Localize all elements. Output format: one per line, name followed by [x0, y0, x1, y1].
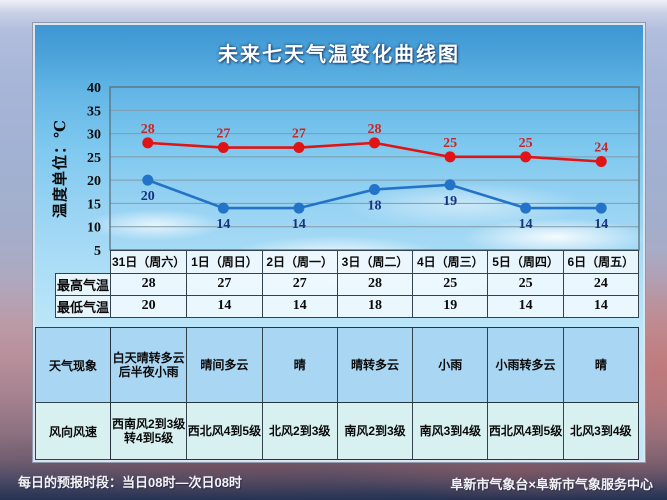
- y-tick-label: 20: [87, 174, 101, 189]
- weather-phenomena-cell: 晴间多云: [186, 328, 262, 402]
- min-temp-line: [147, 178, 602, 210]
- min-temp-cell: 14: [487, 296, 563, 317]
- plot-border: [109, 86, 640, 251]
- max-temp-point: [217, 142, 229, 154]
- point-value-label: 20: [141, 189, 155, 204]
- max-temp-point: [142, 137, 154, 149]
- day-header-cell: 6日（周五）: [562, 251, 638, 273]
- max-temp-cell: 27: [186, 274, 262, 295]
- weather-phenomena-label: 天气现象: [35, 327, 111, 403]
- max-temp-point: [520, 151, 532, 163]
- weather-phenomena-cell: 白天晴转多云 后半夜小雨: [111, 328, 187, 402]
- day-header-cell: 4日（周三）: [412, 251, 488, 273]
- day-header-row: 31日（周六） 1日（周日） 2日（周一） 3日（周二） 4日（周三） 5日（周四） 6日（…: [110, 250, 639, 274]
- day-header-cell: 5日（周四）: [487, 251, 563, 273]
- y-tick-label: 40: [87, 81, 101, 96]
- min-temp-cell: 19: [412, 296, 488, 317]
- point-value-label: 18: [368, 198, 382, 213]
- y-tick-label: 5: [94, 244, 101, 259]
- weather-phenomena-cell: 小雨转多云: [487, 328, 563, 402]
- min-temp-point: [217, 202, 229, 214]
- y-tick-label: 35: [87, 104, 101, 119]
- min-temp-cell: 14: [562, 296, 638, 317]
- point-value-label: 14: [292, 217, 306, 232]
- day-header-cell: 31日（周六）: [111, 251, 187, 273]
- day-header-cell: 3日（周二）: [336, 251, 413, 273]
- wind-cell: 北风3到4级: [562, 403, 638, 459]
- min-temp-point: [293, 202, 305, 214]
- forecast-period-note: 每日的预报时段：当日08时—次日08时: [18, 475, 242, 490]
- max-temp-cell: 24: [562, 274, 638, 295]
- point-value-label: 28: [141, 122, 155, 137]
- point-value-label: 14: [519, 217, 533, 232]
- weather-phenomena-cell: 晴转多云: [336, 328, 413, 402]
- max-temp-line: [147, 141, 602, 163]
- day-header-cell: 1日（周日）: [186, 251, 262, 273]
- day-header-cell: 2日（周一）: [261, 251, 337, 273]
- weather-phenomena-row: 白天晴转多云 后半夜小雨 晴间多云晴晴转多云 小雨 小雨转多云晴: [110, 327, 639, 403]
- point-value-label: 14: [216, 217, 230, 232]
- point-value-label: 14: [594, 217, 608, 232]
- max-temp-cell: 28: [336, 274, 413, 295]
- max-temp-point: [293, 142, 305, 154]
- wind-cell: 南风2到3级: [336, 403, 413, 459]
- max-temp-row: 28 27 27 28 25 25 24: [110, 273, 639, 296]
- min-temp-row-label: 最低气温: [55, 295, 111, 318]
- point-value-label: 25: [519, 136, 533, 151]
- min-temp-point: [520, 202, 532, 214]
- min-temp-point: [142, 174, 154, 186]
- min-temp-cell: 14: [261, 296, 337, 317]
- max-temp-point: [595, 156, 607, 168]
- forecast-panel: 未来七天气温变化曲线图 5 10 15 20 25 30 35 40 温度单位：℃ 28 27 27 2…: [33, 23, 645, 462]
- wind-row: 西南风2到3级 转4到5级 西北风4到5级 北风2到3级 南风2到3级 南风3到4级 西北…: [110, 402, 639, 460]
- max-temp-point: [369, 137, 380, 149]
- point-value-label: 25: [443, 136, 457, 151]
- min-temp-point: [444, 179, 456, 191]
- wind-cell: 南风3到4级: [412, 403, 488, 459]
- point-value-label: 27: [292, 127, 306, 142]
- y-tick-label: 15: [87, 197, 101, 212]
- min-temp-cell: 18: [336, 296, 413, 317]
- weather-phenomena-cell: 晴: [562, 328, 638, 402]
- weather-phenomena-cell: 小雨: [412, 328, 488, 402]
- wind-cell: 西北风4到5级: [186, 403, 262, 459]
- max-temp-cell: 25: [412, 274, 488, 295]
- max-temp-cell: 28: [111, 274, 187, 295]
- max-temp-row-label: 最高气温: [55, 273, 111, 296]
- chart-title: 未来七天气温变化曲线图: [218, 44, 460, 66]
- weather-phenomena-cell: 晴: [261, 328, 337, 402]
- point-value-label: 19: [443, 194, 457, 209]
- min-temp-point: [369, 183, 380, 195]
- source-credit: 阜新市气象台×阜新市气象服务中心: [450, 477, 653, 492]
- wind-cell: 西北风4到5级: [487, 403, 563, 459]
- point-value-label: 27: [216, 127, 230, 142]
- y-axis-title: 温度单位：℃: [51, 119, 69, 218]
- min-temp-row: 20 14 14 18 19 14 14: [110, 295, 639, 318]
- y-tick-label: 30: [87, 128, 101, 143]
- min-temp-cell: 14: [186, 296, 262, 317]
- point-value-label: 24: [594, 141, 608, 156]
- wind-row-label: 风向风速: [35, 402, 111, 460]
- min-temp-point: [595, 202, 607, 214]
- y-tick-label: 25: [87, 151, 101, 166]
- min-temp-cell: 20: [111, 296, 187, 317]
- max-temp-point: [444, 151, 456, 163]
- wind-cell: 西南风2到3级 转4到5级: [111, 403, 187, 459]
- max-temp-cell: 27: [261, 274, 337, 295]
- point-value-label: 28: [368, 122, 382, 137]
- y-tick-label: 10: [87, 221, 101, 236]
- max-temp-cell: 25: [487, 274, 563, 295]
- wind-cell: 北风2到3级: [261, 403, 337, 459]
